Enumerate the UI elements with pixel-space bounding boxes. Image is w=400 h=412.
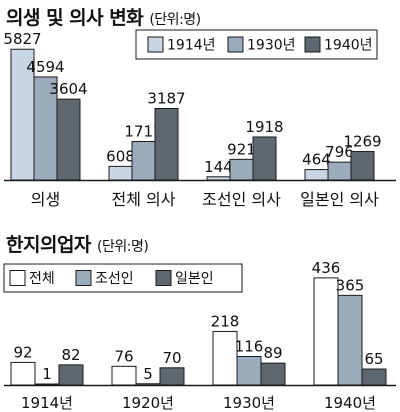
chart1-value-label: 3187 [147,89,185,107]
chart2-category-label: 1920년 [122,394,174,412]
chart1-bar [350,151,375,181]
chart2-legend-swatch [155,270,172,286]
chart2-bar [159,367,185,386]
chart2-title-text: 한지의업자 [6,234,91,256]
chart1-value-label: 1269 [343,133,381,151]
chart2-bar [135,383,161,386]
chart1-legend-swatch [227,36,244,53]
chart1-value-label: 1717 [124,122,162,140]
chart2-value-label: 76 [114,347,133,365]
chart1-value-label: 608 [106,147,135,165]
chart2-legend-label: 조선인 [95,271,134,287]
chart1-legend-label: 1940년 [324,38,373,54]
chart1-value-label: 144 [204,158,233,176]
chart1-legend-swatch [147,36,164,53]
chart1-value-label: 1918 [245,118,283,136]
chart2-value-label: 65 [364,350,383,368]
chart2-value-label: 116 [235,338,264,356]
chart1-category-label: 의생 [31,190,60,209]
chart2-legend [3,263,243,293]
chart1-value-label: 921 [227,140,256,158]
chart2-legend-label: 전체 [29,271,55,287]
chart1-category-label: 전체 의사 [112,190,176,209]
chart2-legend-swatch [75,270,92,286]
chart2-value-label: 5 [143,365,153,383]
chart1-title: 의생 및 의사 변화 (단위:명) [6,3,201,30]
chart2-value-label: 218 [211,312,240,330]
chart2-bar [212,330,238,386]
chart2-legend-swatch [9,270,26,286]
chart2-value-label: 70 [162,349,181,367]
chart1-value-label: 5827 [3,30,41,48]
chart1-value-label: 464 [302,151,331,169]
chart2-bar [236,356,262,386]
chart1-legend-swatch [304,36,321,53]
chart1-category-label: 조선인 의사 [202,190,281,209]
chart2-value-label: 1 [42,365,52,383]
chart1-bar [252,136,277,181]
chart2-bar [260,362,286,386]
chart1-value-label: 4594 [26,58,64,76]
chart2-bar [111,365,137,386]
chart2-value-label: 89 [263,344,282,362]
chart1-legend-label: 1914년 [167,38,216,54]
chart2-legend-label: 일본인 [175,271,214,287]
chart2-value-label: 365 [336,276,365,294]
chart2-title: 한지의업자 (단위:명) [6,230,149,257]
chart1-unit: (단위:명) [149,12,201,28]
chart2-category-label: 1940년 [324,394,376,412]
chart1-bar [154,107,179,181]
chart2-value-label: 436 [312,259,341,277]
chart1-category-label: 일본인 의사 [300,190,379,209]
chart1-bar [56,98,81,181]
chart2-bar [313,277,339,386]
chart2-bar [10,361,36,386]
chart2-category-label: 1930년 [223,394,275,412]
chart1-title-text: 의생 및 의사 변화 [6,7,144,29]
chart1-value-label: 3604 [49,80,87,98]
chart2-bar [34,383,60,386]
chart2-bar [337,294,363,386]
chart2-value-label: 82 [61,346,80,364]
chart1-legend-label: 1930년 [247,38,296,54]
chart2-value-label: 92 [13,343,32,361]
chart2-unit: (단위:명) [97,239,149,255]
chart2-bar [361,368,387,386]
chart1-value-label: 796 [325,143,354,161]
chart2-category-label: 1914년 [21,394,73,412]
chart2-bar [58,364,84,386]
chart1-legend [135,29,378,60]
